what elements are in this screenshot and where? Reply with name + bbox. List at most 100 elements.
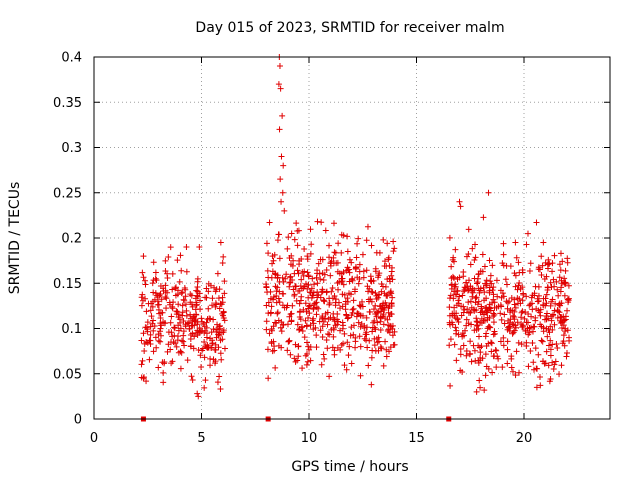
data-point xyxy=(467,298,474,305)
data-point xyxy=(268,339,275,346)
data-point xyxy=(454,288,461,295)
data-point xyxy=(167,244,174,251)
data-point xyxy=(383,346,390,353)
data-point xyxy=(529,339,536,346)
data-point xyxy=(164,270,171,277)
data-point xyxy=(484,309,491,316)
data-point xyxy=(518,314,525,321)
data-point xyxy=(366,337,373,344)
data-point xyxy=(138,361,145,368)
data-point xyxy=(219,310,226,317)
data-point xyxy=(266,330,273,337)
data-point xyxy=(329,344,336,351)
data-point xyxy=(207,282,214,289)
data-point xyxy=(527,347,534,354)
data-point xyxy=(270,296,277,303)
data-point xyxy=(299,269,306,276)
data-point xyxy=(530,359,537,366)
data-point xyxy=(290,257,297,264)
data-point xyxy=(536,374,543,381)
data-point xyxy=(543,273,550,280)
y-tick-label: 0.25 xyxy=(53,186,82,201)
data-point xyxy=(454,315,461,322)
data-point xyxy=(350,297,357,304)
data-point xyxy=(332,302,339,309)
data-point xyxy=(528,313,535,320)
data-point xyxy=(330,333,337,340)
data-point xyxy=(188,322,195,329)
data-point xyxy=(191,322,198,329)
data-point xyxy=(300,272,307,279)
data-point xyxy=(139,291,146,298)
data-point xyxy=(288,230,295,237)
data-point xyxy=(217,300,224,307)
axis-ticks: 0 0.05 0.1 0.15 0.2 0.25 0.3 0.35 0.4 0 5 10 15 20 xyxy=(53,51,610,446)
data-point xyxy=(320,318,327,325)
data-point xyxy=(202,377,209,384)
data-point xyxy=(359,251,366,258)
data-point xyxy=(158,296,165,303)
data-point xyxy=(463,352,470,359)
data-point xyxy=(175,311,182,318)
data-point xyxy=(473,388,480,395)
data-point xyxy=(221,290,228,297)
data-point xyxy=(516,296,523,303)
data-point xyxy=(344,339,351,346)
data-point xyxy=(491,304,498,311)
data-point xyxy=(455,297,462,304)
data-point xyxy=(291,291,298,298)
data-point xyxy=(284,347,291,354)
data-point xyxy=(194,318,201,325)
data-point xyxy=(453,357,460,364)
data-point xyxy=(557,317,564,324)
data-point xyxy=(525,363,532,370)
data-point xyxy=(515,259,522,266)
data-point xyxy=(547,352,554,359)
data-point xyxy=(143,378,150,385)
data-point xyxy=(268,274,275,281)
data-point xyxy=(448,281,455,288)
data-point xyxy=(299,327,306,334)
data-point xyxy=(268,303,275,310)
data-point xyxy=(560,338,567,345)
data-point xyxy=(276,278,283,285)
data-point xyxy=(322,227,329,234)
data-point xyxy=(490,291,497,298)
data-point xyxy=(363,314,370,321)
data-point xyxy=(472,295,479,302)
data-point xyxy=(338,342,345,349)
data-point xyxy=(318,289,325,296)
data-point xyxy=(296,287,303,294)
data-point xyxy=(355,280,362,287)
chart-title: Day 015 of 2023, SRMTID for receiver mal… xyxy=(195,20,504,36)
data-point xyxy=(321,298,328,305)
data-point xyxy=(515,282,522,289)
data-point xyxy=(520,290,527,297)
data-point xyxy=(183,244,190,251)
x-axis-label: GPS time / hours xyxy=(291,459,408,475)
data-point xyxy=(189,376,196,383)
data-point xyxy=(512,283,519,290)
x-tick-label: 15 xyxy=(408,431,425,446)
data-point xyxy=(140,330,147,337)
data-point xyxy=(457,351,464,358)
data-point xyxy=(372,311,379,318)
data-point xyxy=(464,306,471,313)
data-point xyxy=(371,342,378,349)
data-point xyxy=(199,327,206,334)
data-point xyxy=(143,324,150,331)
data-point xyxy=(485,340,492,347)
data-point xyxy=(533,384,540,391)
data-point xyxy=(503,281,510,288)
data-point xyxy=(483,295,490,302)
data-point xyxy=(389,294,396,301)
data-point xyxy=(540,301,547,308)
data-point xyxy=(491,311,498,318)
data-point xyxy=(323,336,330,343)
data-point xyxy=(485,365,492,372)
data-point xyxy=(380,300,387,307)
data-point xyxy=(274,274,281,281)
data-point xyxy=(371,317,378,324)
x-tick-label: 0 xyxy=(90,431,98,446)
